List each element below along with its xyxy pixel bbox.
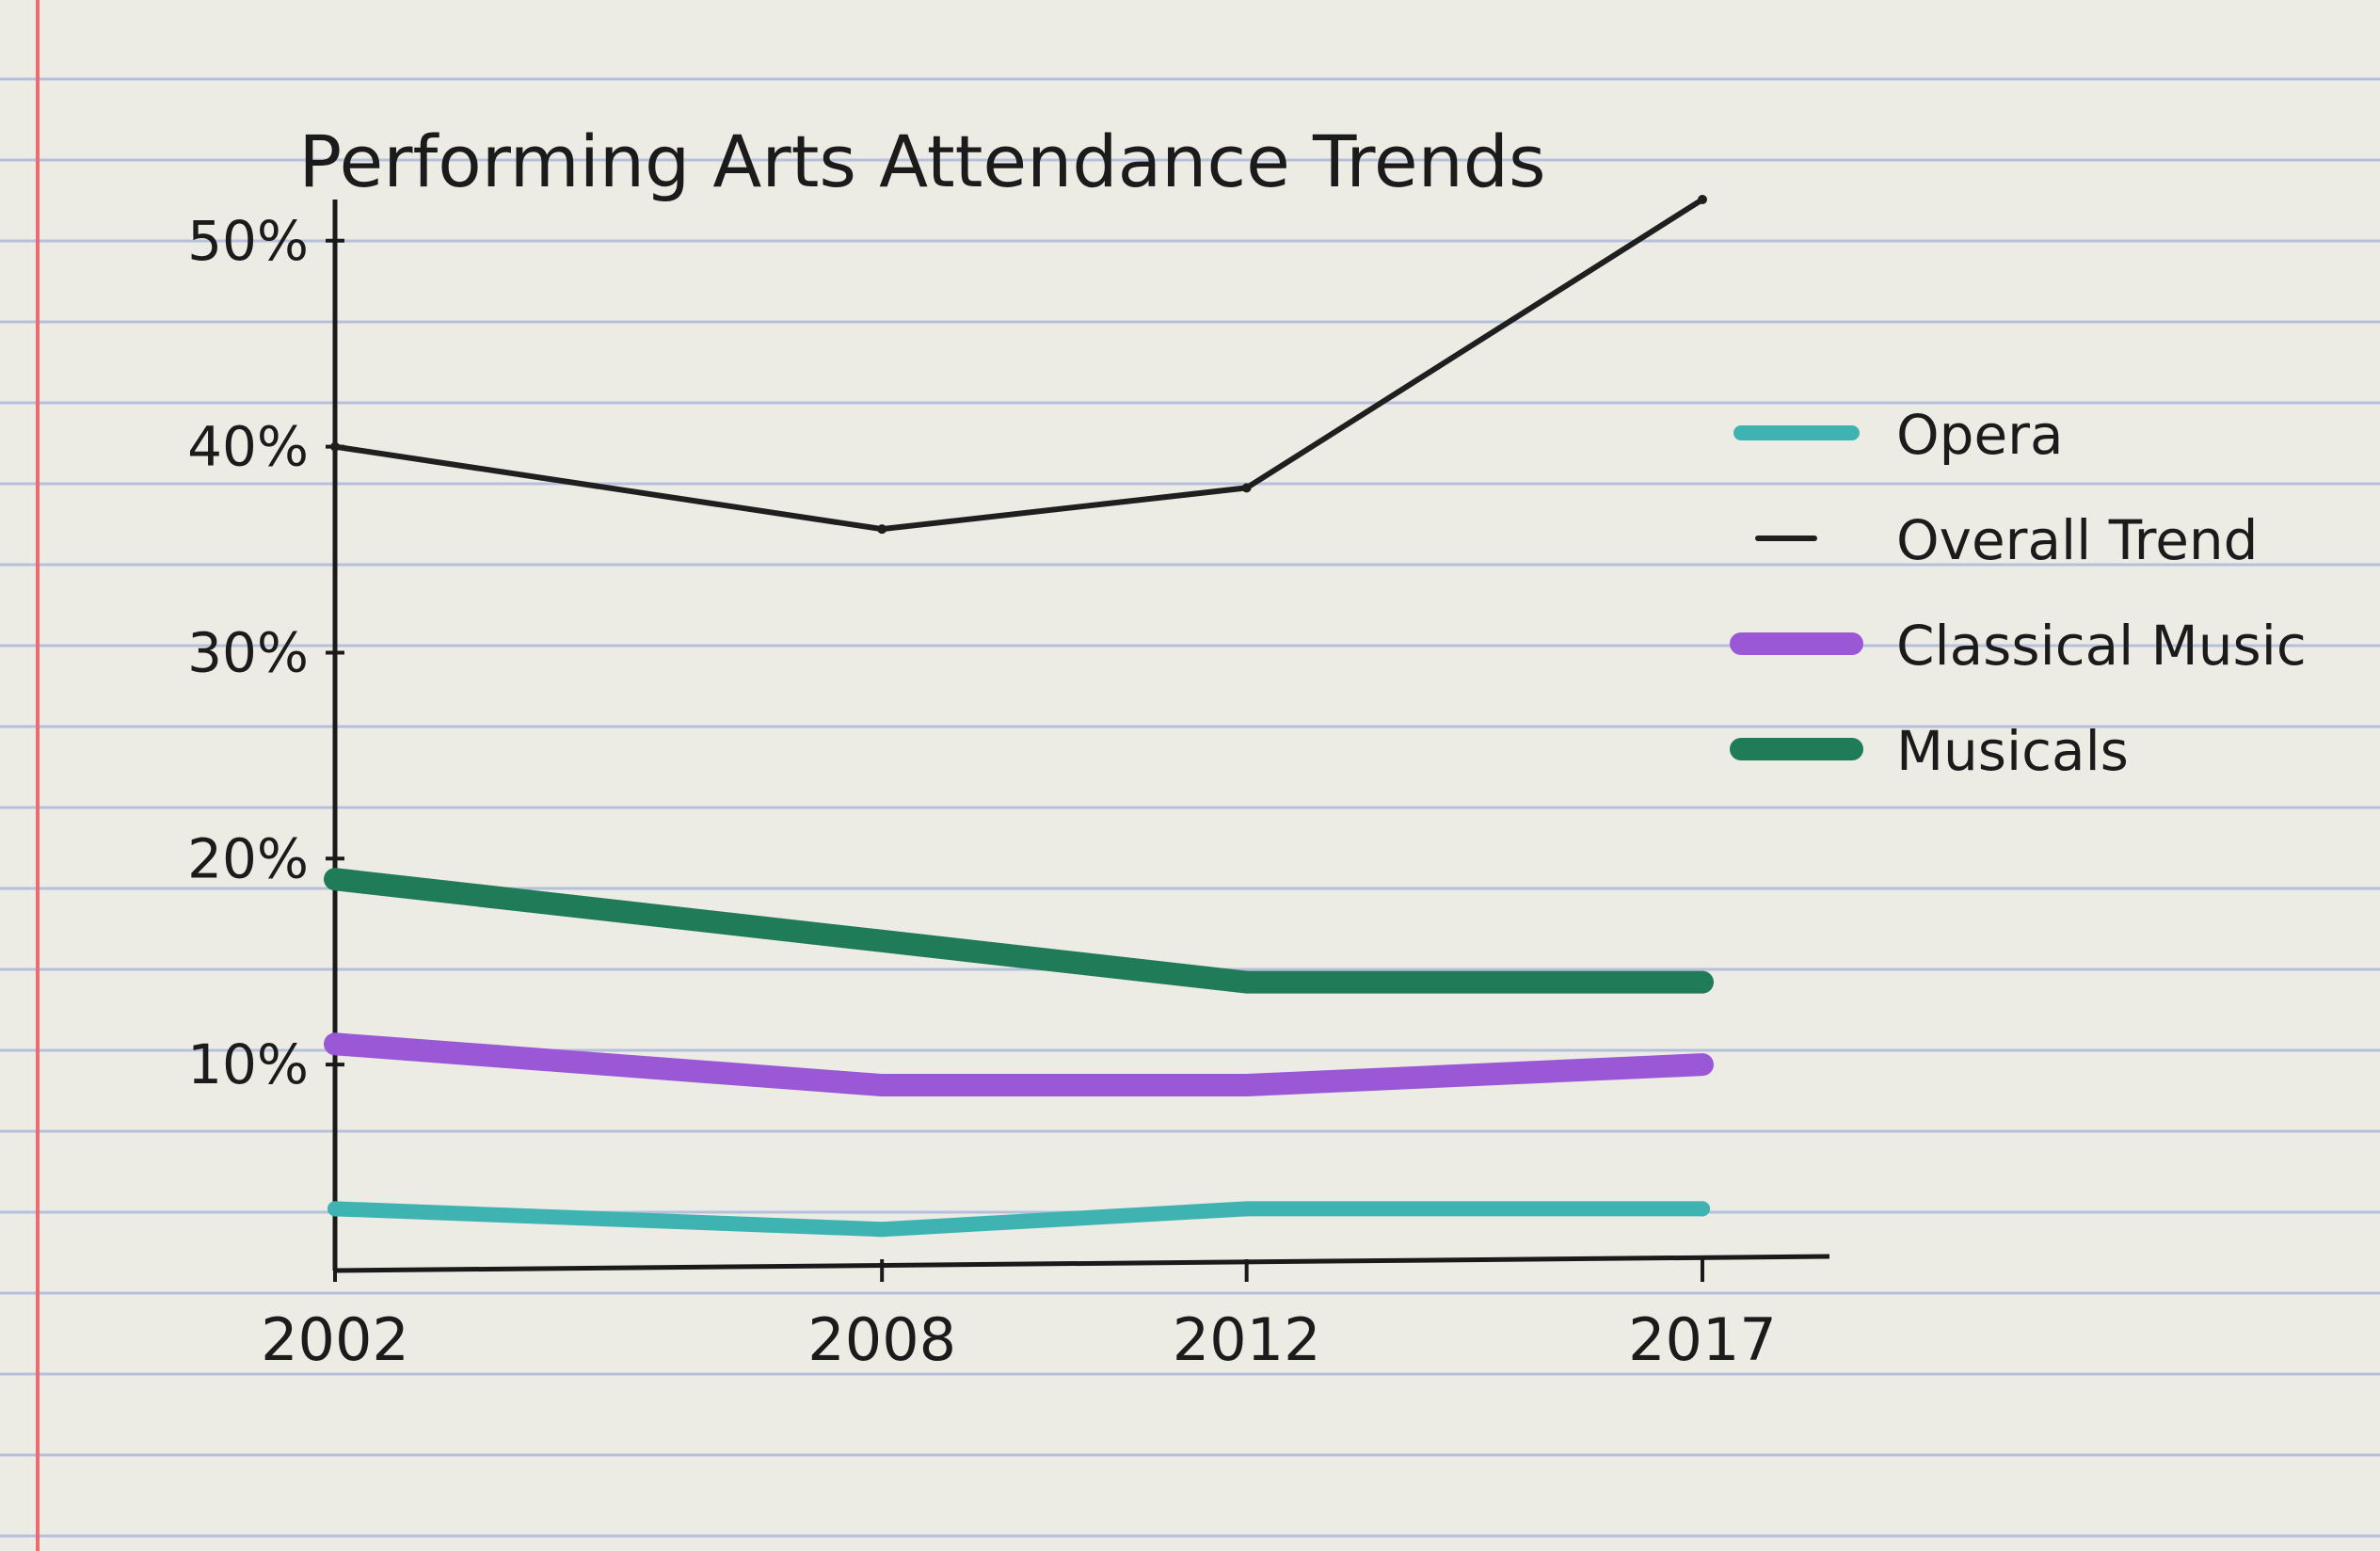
data-point-overall-trend-2017 [1698, 195, 1707, 204]
series-line-classical-music [324, 1032, 1714, 1097]
data-point-musicals-2002 [327, 871, 343, 887]
data-point-classical-music-2008 [874, 1078, 890, 1094]
data-point-classical-music-2017 [1695, 1057, 1710, 1073]
data-point-classical-music-2002 [327, 1036, 343, 1052]
y-tick-label-20: 20% [187, 826, 309, 890]
y-tick-label-10: 10% [187, 1032, 309, 1096]
data-point-musicals-2012 [1238, 974, 1254, 990]
y-tick-label-30: 30% [187, 620, 309, 684]
legend: Opera Overall Trend Classical Music Musical… [1730, 403, 2307, 783]
data-point-opera-2012 [1238, 1201, 1254, 1217]
data-point-opera-2002 [327, 1201, 343, 1217]
series-line-overall-trend [332, 197, 1705, 533]
data-point-musicals-2017 [1695, 974, 1710, 990]
y-tick-label-50: 50% [187, 209, 309, 273]
data-point-opera-2008 [874, 1222, 890, 1238]
x-tick-label-2017: 2017 [1628, 1305, 1777, 1374]
series-layer [324, 195, 1714, 1238]
y-axis-ticks: 10% 20% 30% 40% 50% [187, 209, 344, 1096]
data-point-overall-trend-2012 [1241, 483, 1252, 493]
legend-label-classical-music: Classical Music [1896, 614, 2307, 678]
y-tick-label-40: 40% [187, 415, 309, 479]
x-tick-label-2002: 2002 [261, 1305, 409, 1374]
legend-label-opera: Opera [1896, 403, 2064, 467]
legend-label-musicals: Musicals [1896, 719, 2129, 783]
legend-label-overall-trend: Overall Trend [1896, 508, 2258, 572]
chart-title: Performing Arts Attendance Trends [298, 120, 1545, 203]
x-axis-line [334, 1254, 1830, 1273]
data-point-overall-trend-2002 [330, 441, 340, 452]
series-line-musicals [324, 868, 1714, 994]
data-point-classical-music-2012 [1238, 1078, 1254, 1094]
x-tick-label-2012: 2012 [1173, 1305, 1321, 1374]
series-line-opera [327, 1201, 1710, 1238]
x-axis-ticks: 2002 2008 2012 2017 [261, 1259, 1777, 1374]
x-tick-label-2008: 2008 [807, 1305, 956, 1374]
data-point-overall-trend-2008 [877, 524, 887, 535]
data-point-musicals-2008 [874, 933, 890, 949]
data-point-opera-2017 [1695, 1201, 1710, 1217]
